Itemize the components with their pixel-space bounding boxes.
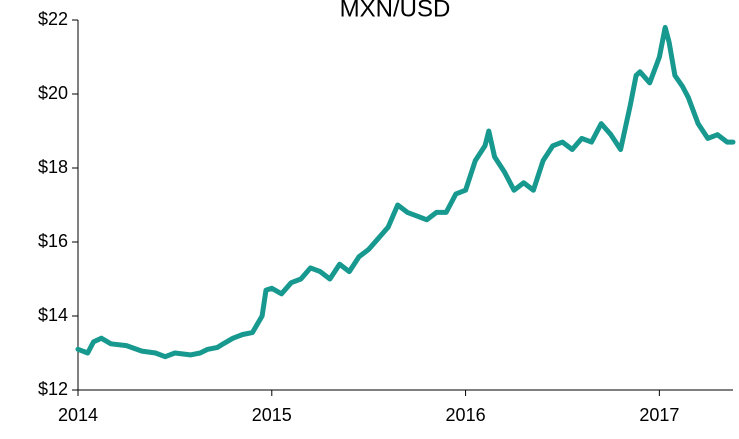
y-tick-label: $18 xyxy=(38,157,68,177)
x-tick-label: 2017 xyxy=(639,405,679,425)
x-tick-label: 2014 xyxy=(58,405,98,425)
y-tick-label: $20 xyxy=(38,83,68,103)
line-series xyxy=(75,24,736,360)
y-tick-label: $16 xyxy=(38,231,68,251)
y-tick-label: $22 xyxy=(38,9,68,29)
y-tick-label: $12 xyxy=(38,379,68,399)
x-tick-label: 2015 xyxy=(252,405,292,425)
y-tick-label: $14 xyxy=(38,305,68,325)
x-tick-label: 2016 xyxy=(446,405,486,425)
chart-title: MXN/USD xyxy=(340,0,451,22)
